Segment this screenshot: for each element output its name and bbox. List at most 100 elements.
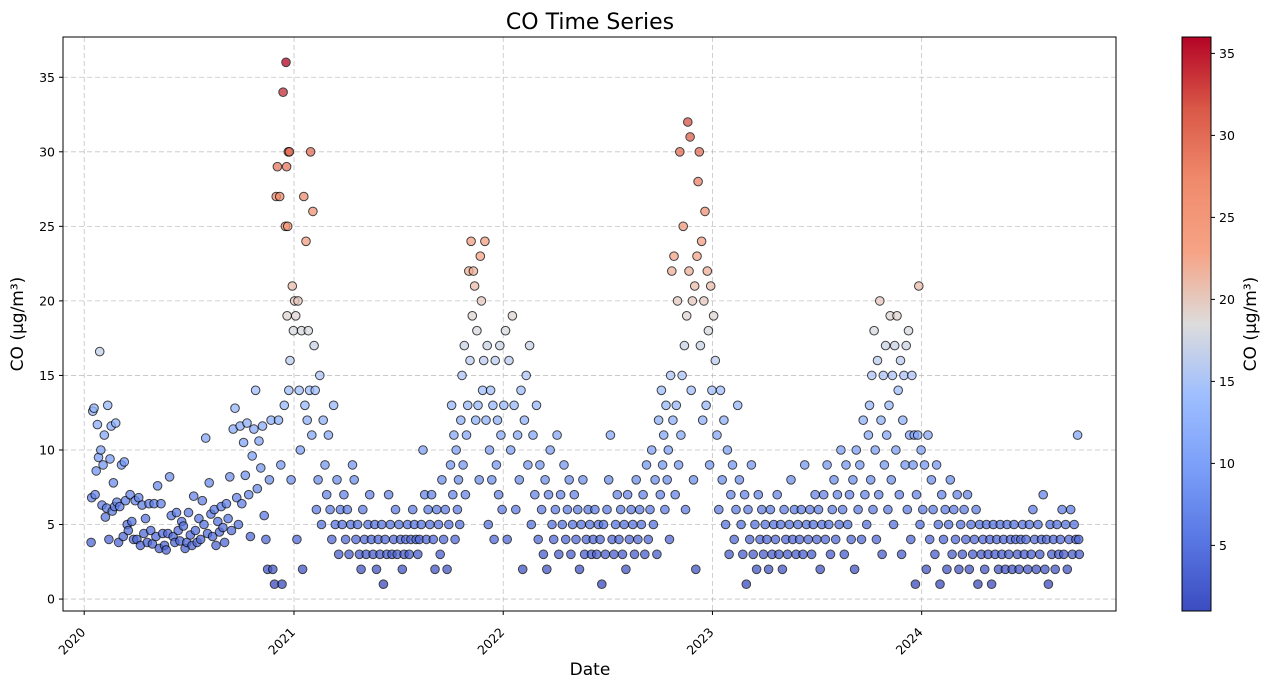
data-point <box>578 475 588 485</box>
data-point <box>1055 534 1066 545</box>
data-point <box>495 340 505 351</box>
data-point <box>178 521 189 531</box>
data-point <box>681 311 692 321</box>
data-point <box>576 519 587 530</box>
data-point <box>609 549 619 560</box>
data-point <box>683 117 693 127</box>
data-point <box>615 504 626 515</box>
data-point <box>784 519 795 530</box>
data-point <box>279 400 290 411</box>
y-tick-label: 10 <box>39 442 55 457</box>
data-point <box>697 415 708 426</box>
data-point <box>935 579 945 590</box>
data-point <box>856 534 867 545</box>
data-point <box>454 519 465 530</box>
data-point <box>860 489 870 500</box>
data-point <box>936 489 947 500</box>
data-point <box>855 460 865 470</box>
data-point <box>238 437 249 448</box>
colorbar-tick-label: 5 <box>1219 538 1227 553</box>
data-point <box>738 549 748 560</box>
data-point <box>912 430 923 440</box>
data-point <box>799 460 810 470</box>
x-tick-label: 2021 <box>265 625 298 658</box>
data-point <box>691 564 701 575</box>
data-point <box>321 489 332 500</box>
data-point <box>621 564 631 575</box>
data-point <box>488 400 498 411</box>
data-point <box>1057 504 1067 515</box>
data-point <box>449 430 459 440</box>
data-point <box>916 445 926 455</box>
data-point <box>873 489 884 500</box>
data-point <box>91 466 101 476</box>
data-point <box>940 504 951 515</box>
data-point <box>910 579 921 590</box>
data-point <box>240 470 251 481</box>
data-point <box>1026 549 1036 560</box>
data-point <box>554 549 564 560</box>
data-point <box>858 415 869 426</box>
data-point <box>919 460 930 470</box>
data-point <box>889 340 900 351</box>
data-point <box>825 549 836 560</box>
data-point <box>385 519 396 530</box>
data-point <box>724 549 734 560</box>
data-point <box>327 534 337 545</box>
data-point <box>526 519 537 530</box>
data-point <box>899 370 909 381</box>
data-point <box>487 475 497 485</box>
data-point <box>530 489 540 500</box>
data-point <box>466 236 476 247</box>
data-point <box>308 206 318 217</box>
data-point <box>482 340 493 351</box>
data-point <box>655 489 666 500</box>
data-point <box>888 519 899 530</box>
data-point <box>619 519 630 530</box>
data-point <box>746 460 757 470</box>
data-point <box>264 475 275 485</box>
data-point <box>572 504 583 515</box>
data-point <box>815 564 826 575</box>
data-point <box>347 460 358 470</box>
data-point <box>339 489 349 500</box>
data-point <box>333 549 344 560</box>
data-point <box>617 549 628 560</box>
data-point <box>469 281 480 291</box>
data-point <box>104 534 114 545</box>
data-point <box>894 489 905 500</box>
data-point <box>472 325 482 336</box>
colorbar-title: CO (µg/m³) <box>1241 277 1261 372</box>
data-point <box>505 445 516 455</box>
data-point <box>230 403 240 414</box>
data-point <box>458 460 468 470</box>
data-point <box>760 519 771 530</box>
data-point <box>320 460 330 470</box>
data-point <box>284 147 295 157</box>
x-axis-title: Date <box>570 660 611 680</box>
data-point <box>796 504 807 515</box>
data-point <box>453 475 464 485</box>
data-point <box>356 564 366 575</box>
data-point <box>794 534 805 545</box>
data-point <box>846 534 857 545</box>
data-point <box>933 519 944 530</box>
data-point <box>1021 534 1031 545</box>
data-point <box>818 489 829 500</box>
data-point <box>590 504 600 515</box>
data-point <box>864 400 875 411</box>
data-point <box>702 266 713 276</box>
data-point <box>425 519 435 530</box>
data-point <box>696 236 707 247</box>
data-point <box>1059 549 1069 560</box>
data-point <box>705 281 716 291</box>
data-point <box>287 281 298 291</box>
data-point <box>197 495 208 506</box>
data-point <box>277 579 287 590</box>
data-point <box>652 549 662 560</box>
data-point <box>514 475 525 485</box>
data-point <box>313 475 323 485</box>
data-point <box>748 549 759 560</box>
data-point <box>714 504 724 515</box>
data-point <box>812 534 822 545</box>
